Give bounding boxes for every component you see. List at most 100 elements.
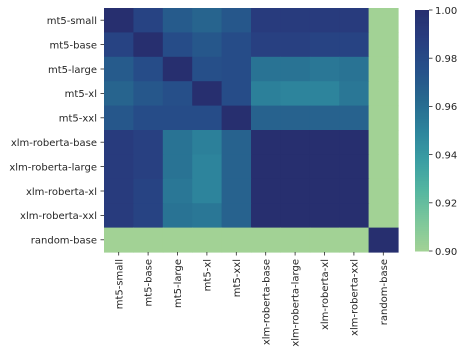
y-tick-label: random-base <box>31 236 97 247</box>
heatmap-cell <box>192 178 223 204</box>
colorbar-segment <box>415 58 429 61</box>
colorbar-segment <box>415 206 429 210</box>
colorbar-segment <box>415 168 429 172</box>
heatmap-cell <box>162 130 193 155</box>
heatmap-cell <box>192 227 223 253</box>
colorbar-segment <box>415 88 429 91</box>
colorbar-segment <box>415 160 429 164</box>
colorbar-segment <box>415 208 429 212</box>
heatmap-cell <box>339 56 370 82</box>
heatmap-cell <box>104 32 134 58</box>
colorbar-segment <box>415 98 429 101</box>
colorbar-tick-label: 0.90 <box>435 247 457 258</box>
heatmap-cell <box>133 8 164 33</box>
colorbar-segment <box>415 234 429 238</box>
colorbar-segment <box>415 126 429 129</box>
colorbar-segment <box>415 44 429 47</box>
colorbar-segment <box>415 112 429 115</box>
colorbar-segment <box>415 220 429 224</box>
colorbar: 0.90 0.92 0.94 0.96 0.98 1.00 <box>415 6 457 258</box>
heatmap-cell <box>162 56 193 82</box>
heatmap-cell <box>339 130 370 155</box>
heatmap-cell <box>280 8 311 33</box>
heatmap-cell <box>368 8 399 33</box>
heatmap-cell <box>221 227 252 253</box>
heatmap-cell <box>251 8 281 33</box>
y-tick-label: xlm-roberta-xxl <box>20 211 97 222</box>
heatmap-cell <box>280 105 311 131</box>
colorbar-segment <box>415 92 429 95</box>
heatmap-cell <box>309 154 340 180</box>
heatmap-cell <box>104 203 134 229</box>
colorbar-segment <box>415 114 429 117</box>
heatmap-cells <box>104 8 399 253</box>
colorbar-segment <box>415 54 429 57</box>
colorbar-segment <box>415 224 429 228</box>
heatmap-cell <box>280 227 311 253</box>
colorbar-segment <box>415 190 429 194</box>
colorbar-tick-label: 0.92 <box>435 199 457 210</box>
x-tick-label: mt5-base <box>144 259 155 306</box>
heatmap-cell <box>221 56 252 82</box>
heatmap-cell <box>368 227 399 253</box>
colorbar-segment <box>415 118 429 121</box>
colorbar-segment <box>415 230 429 234</box>
colorbar-segment <box>415 84 429 87</box>
x-tick-label: mt5-xxl <box>232 259 243 297</box>
heatmap-cell <box>339 154 370 180</box>
colorbar-segment <box>415 18 429 21</box>
colorbar-segment <box>415 116 429 119</box>
colorbar-segment <box>415 140 429 144</box>
heatmap-cell <box>251 227 281 253</box>
heatmap-cell <box>368 130 399 155</box>
heatmap-cell <box>251 81 281 107</box>
heatmap-cell <box>162 8 193 33</box>
colorbar-segment <box>415 74 429 77</box>
y-tick-label: xlm-roberta-base <box>11 138 97 149</box>
heatmap-cell <box>221 105 252 131</box>
heatmap-cell <box>133 105 164 131</box>
heatmap-cell <box>368 178 399 204</box>
colorbar-segment <box>415 248 429 252</box>
heatmap-cell <box>162 32 193 58</box>
y-tick-label: mt5-xl <box>65 89 97 100</box>
heatmap-cell <box>339 227 370 253</box>
heatmap-cell <box>162 154 193 180</box>
colorbar-segment <box>415 240 429 244</box>
colorbar-segment <box>415 102 429 105</box>
colorbar-segment <box>415 180 429 184</box>
colorbar-segment <box>415 82 429 85</box>
heatmap-cell <box>221 154 252 180</box>
colorbar-segment <box>415 186 429 190</box>
colorbar-segment <box>415 62 429 65</box>
heatmap-cell <box>251 105 281 131</box>
colorbar-segment <box>415 170 429 174</box>
heatmap-cell <box>280 154 311 180</box>
colorbar-segment <box>415 146 429 150</box>
colorbar-segment <box>415 210 429 214</box>
heatmap-cell <box>280 130 311 155</box>
colorbar-segment <box>415 154 429 158</box>
colorbar-segment <box>415 236 429 240</box>
colorbar-segment <box>415 14 429 17</box>
heatmap-cell <box>368 32 399 58</box>
colorbar-segment <box>415 246 429 250</box>
heatmap-cell <box>133 203 164 229</box>
heatmap-cell <box>162 178 193 204</box>
colorbar-segment <box>415 132 429 136</box>
heatmap-cell <box>221 8 252 33</box>
colorbar-segment <box>415 144 429 148</box>
heatmap-cell <box>368 203 399 229</box>
colorbar-segment <box>415 156 429 160</box>
colorbar-segment <box>415 204 429 208</box>
heatmap-cell <box>309 227 340 253</box>
colorbar-segment <box>415 182 429 186</box>
heatmap-cell <box>368 154 399 180</box>
heatmap-cell <box>221 32 252 58</box>
colorbar-segment <box>415 70 429 73</box>
heatmap-cell <box>221 130 252 155</box>
colorbar-segment <box>415 164 429 168</box>
heatmap-cell <box>309 56 340 82</box>
heatmap-cell <box>192 105 223 131</box>
